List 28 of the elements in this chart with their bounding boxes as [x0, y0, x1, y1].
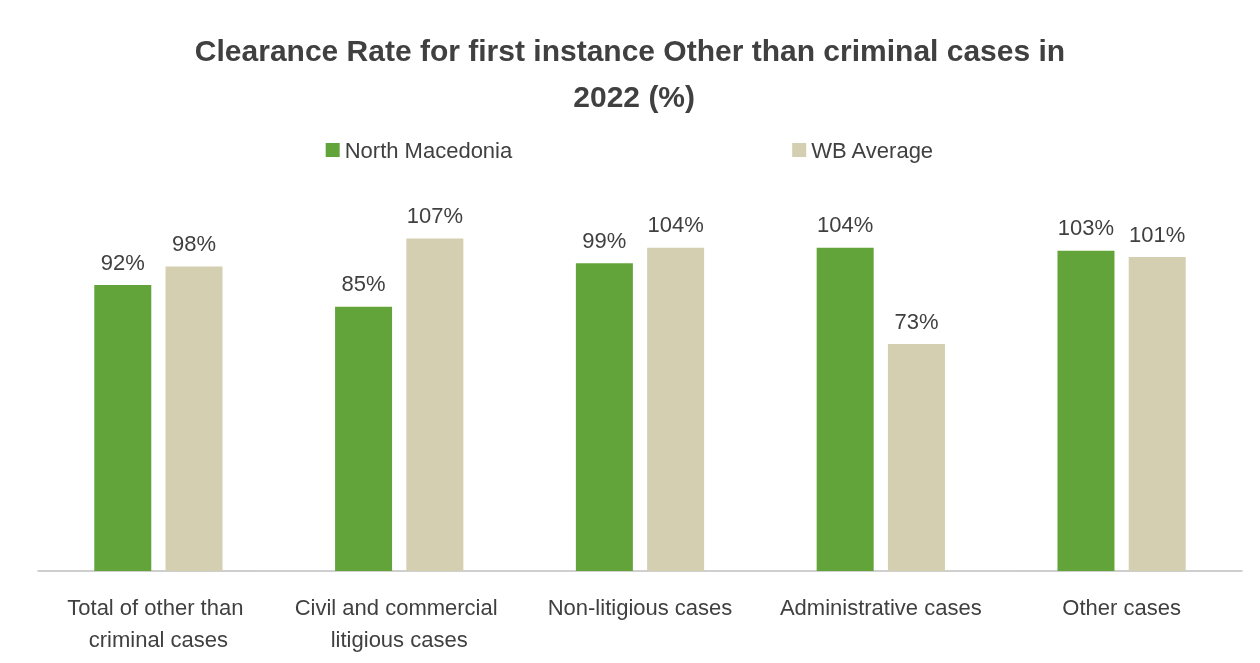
data-label: 104% [647, 212, 704, 238]
x-tick-label: Administrative cases [779, 594, 982, 620]
data-label: 85% [341, 271, 386, 297]
bar [94, 285, 152, 571]
data-label: 99% [582, 227, 627, 253]
data-label: 107% [406, 202, 463, 228]
bar [575, 263, 633, 571]
bar [335, 306, 393, 571]
data-label: 104% [817, 212, 874, 238]
legend-label: WB Average [811, 137, 934, 163]
chart-title: Clearance Rate for first instance Other than criminal cases in 2022 (%) [194, 33, 1066, 113]
bar [647, 247, 705, 571]
legend-label: North Macedonia [344, 137, 513, 163]
data-label: 101% [1129, 221, 1186, 247]
bar [406, 238, 464, 571]
x-tick-label: Civil and commercial litigious cases [294, 594, 504, 652]
data-label: 103% [1057, 215, 1115, 241]
bar [816, 247, 874, 571]
data-label: 98% [172, 230, 217, 256]
bar [165, 266, 223, 571]
x-tick-label: Total of other than criminal cases [67, 594, 250, 652]
bar [1057, 250, 1115, 571]
x-tick-label: Non-litigious cases [547, 594, 733, 620]
bar [887, 344, 945, 571]
bar [1128, 257, 1186, 571]
x-tick-label: Other cases [1062, 594, 1181, 620]
data-label: 92% [100, 249, 145, 275]
data-label: 73% [894, 308, 939, 334]
